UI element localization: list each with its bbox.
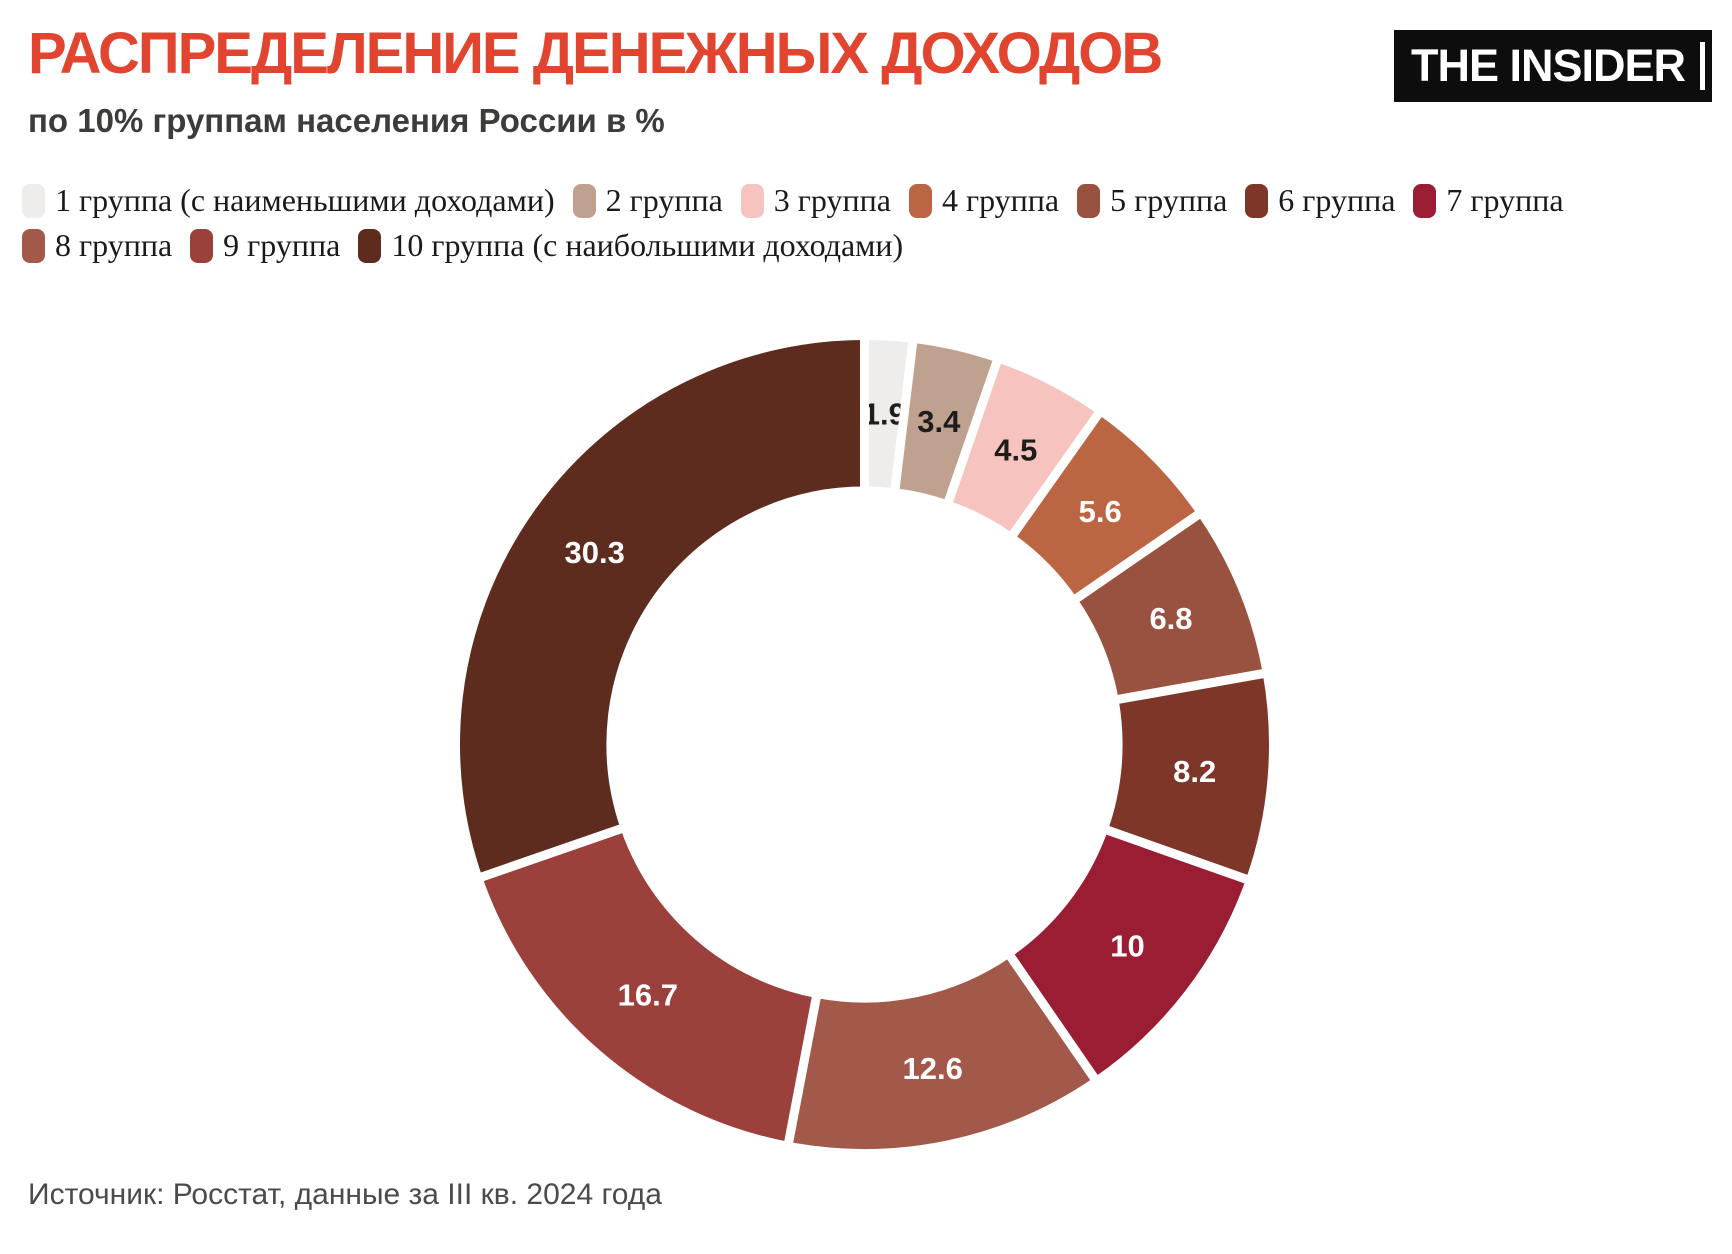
- legend-item: 5 группа: [1077, 182, 1227, 219]
- legend-swatch-icon: [358, 228, 382, 263]
- donut-segment-value: 12.6: [903, 1051, 963, 1086]
- donut-segment-value: 16.7: [618, 978, 678, 1013]
- legend-label: 4 группа: [941, 182, 1060, 218]
- legend-label: 8 группа: [55, 227, 173, 263]
- source-note: Источник: Росстат, данные за III кв. 202…: [28, 1178, 662, 1211]
- legend-item: 9 группа: [190, 227, 340, 264]
- the-insider-logo: THE INSIDER: [1394, 30, 1712, 102]
- legend-item: 3 группа: [740, 182, 891, 219]
- legend-label: 7 группа: [1446, 182, 1564, 218]
- donut-segment-value: 3.4: [917, 404, 961, 439]
- donut-segment-value: 30.3: [565, 535, 625, 570]
- legend-swatch-icon: [1245, 183, 1269, 218]
- legend-item: 2 группа: [572, 182, 723, 219]
- donut-chart: 1.9 3.4 4.5 5.6 6.8 8.2 10 12.6 16.7 30.3: [442, 322, 1287, 1167]
- legend-swatch-icon: [908, 183, 932, 218]
- legend-item: 7 группа: [1413, 182, 1564, 219]
- donut-segment-9: [473, 822, 822, 1151]
- page-title: РАСПРЕДЕЛЕНИЕ ДЕНЕЖНЫХ ДОХОДОВ: [28, 21, 1163, 86]
- legend-item: 4 группа: [908, 182, 1060, 219]
- legend-swatch-icon: [1077, 183, 1101, 218]
- legend-item: 8 группа: [22, 227, 172, 264]
- legend-swatch-icon: [740, 183, 764, 218]
- legend-swatch-icon: [190, 228, 214, 263]
- legend-label: 6 группа: [1278, 182, 1396, 218]
- legend-label: 5 группа: [1110, 182, 1228, 218]
- legend-item: 10 группа (с наибольшими доходами): [358, 227, 903, 264]
- legend-label: 3 группа: [773, 182, 891, 218]
- legend-label: 9 группа: [223, 227, 341, 263]
- legend-swatch-icon: [572, 183, 596, 218]
- legend-label: 1 группа (с наименьшими доходами): [55, 182, 555, 218]
- donut-segment-value: 8.2: [1173, 754, 1216, 789]
- donut-segment-10: [451, 331, 869, 883]
- logo-cursor-bar-icon: [1700, 42, 1705, 90]
- chart-legend: 1 группа (с наименьшими доходами) 2 групп…: [22, 182, 1710, 264]
- legend-item: 6 группа: [1245, 182, 1395, 219]
- donut-segment-value: 10: [1110, 928, 1144, 963]
- logo-text: THE INSIDER: [1411, 40, 1686, 91]
- chart-subtitle: по 10% группам населения России в %: [28, 102, 665, 139]
- donut-segment-value: 6.8: [1149, 601, 1192, 636]
- legend-swatch-icon: [1413, 183, 1437, 218]
- legend-label: 2 группа: [605, 182, 723, 218]
- donut-segment-value: 5.6: [1079, 494, 1122, 529]
- legend-swatch-icon: [22, 228, 45, 263]
- donut-segment-value: 4.5: [994, 432, 1037, 467]
- legend-label: 10 группа (с наибольшими доходами): [391, 227, 904, 263]
- legend-item: 1 группа (с наименьшими доходами): [22, 182, 555, 219]
- legend-swatch-icon: [22, 183, 45, 218]
